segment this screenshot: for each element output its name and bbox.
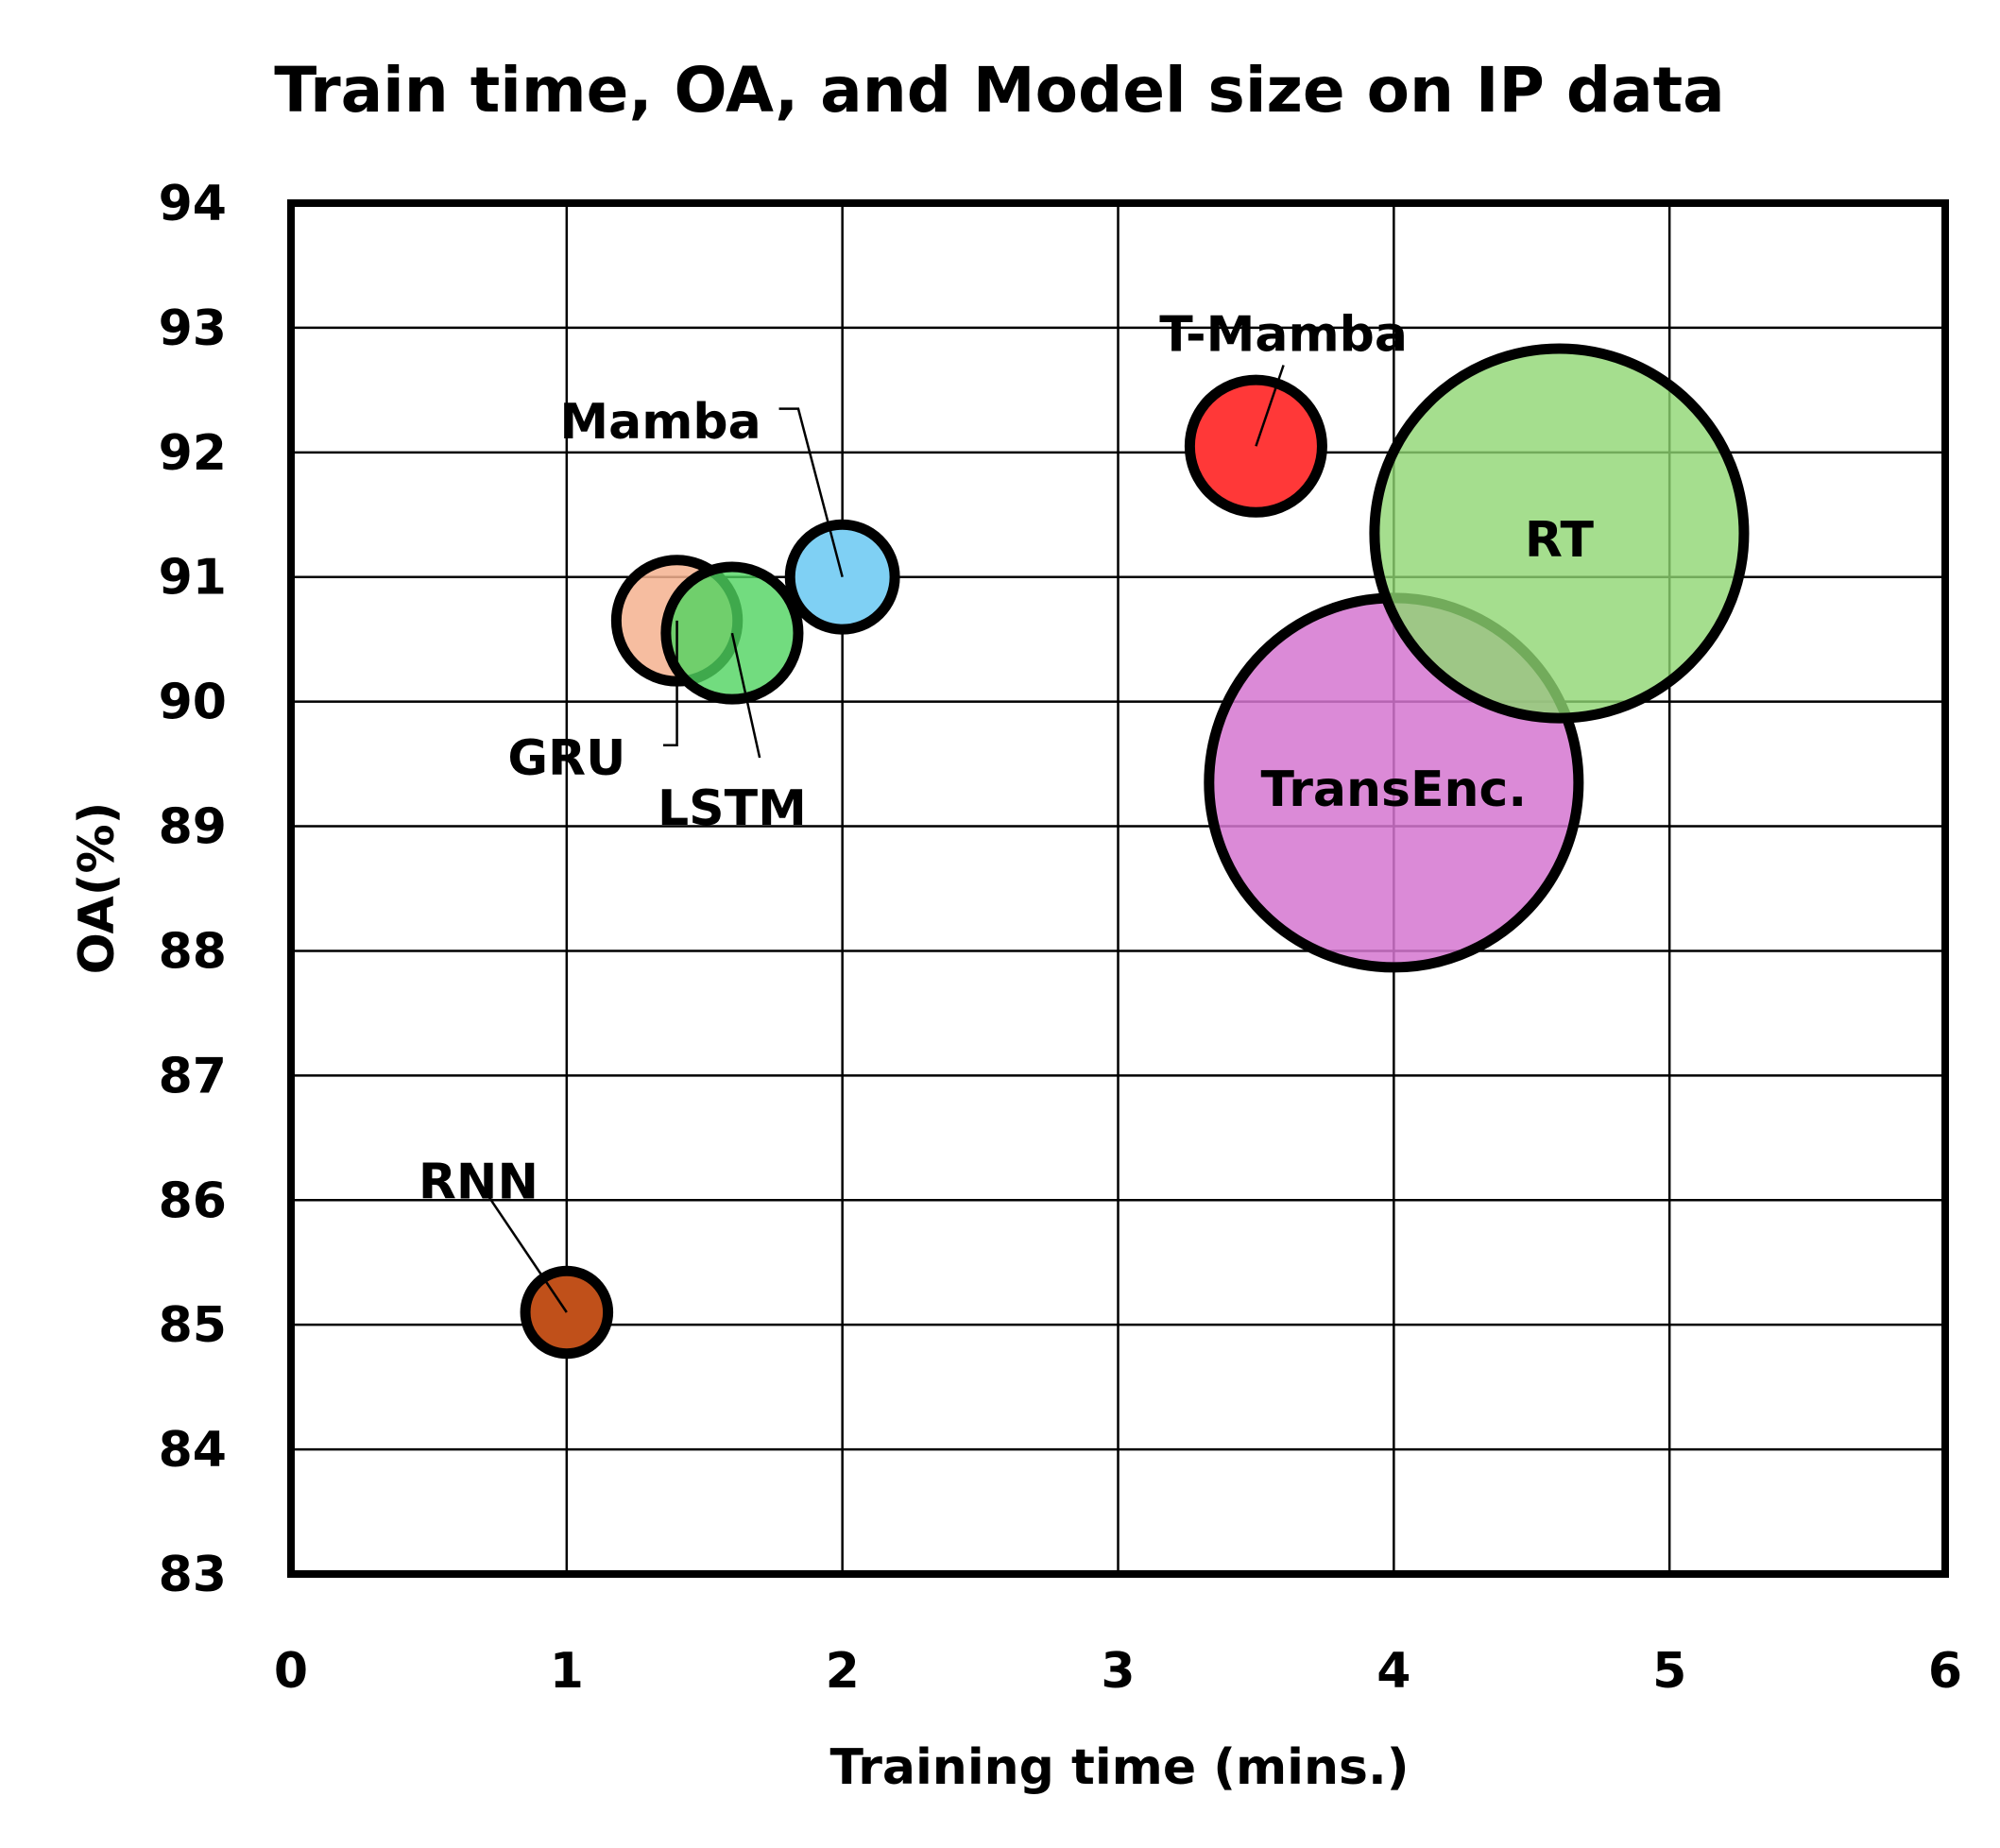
x-tick-label: 4 [1376,1643,1410,1700]
label-mamba: Mamba [559,394,761,451]
leader-gru [662,620,678,747]
leader-rnn [477,1180,568,1313]
bubble-mamba [784,519,900,635]
x-tick-label: 6 [1928,1643,1962,1700]
y-tick-label: 93 [159,300,227,357]
label-lstm: LSTM [658,780,807,837]
y-tick-label: 88 [159,923,227,980]
y-tick-label: 85 [159,1297,227,1354]
y-tick-labels: 83 84 85 86 87 88 89 90 91 92 93 94 [159,176,227,1603]
label-transenc: TransEnc. [1261,761,1528,818]
y-tick-label: 90 [159,675,227,731]
x-tick-label: 2 [826,1643,860,1700]
chart-title: Train time, OA, and Model size on IP dat… [274,54,1724,127]
label-leaders [477,365,1285,1313]
x-tick-label: 5 [1652,1643,1686,1700]
bubble-rt [1369,343,1750,724]
x-tick-label: 3 [1101,1643,1135,1700]
y-tick-label: 94 [159,176,227,232]
leader-t-mamba [1255,365,1285,447]
bubble-series [520,343,1750,1360]
label-t-mamba: T-Mamba [1159,307,1408,364]
y-tick-label: 83 [159,1547,227,1603]
y-tick-label: 89 [159,799,227,856]
x-axis-label: Training time (mins.) [829,1739,1409,1796]
bubble-t-mamba [1184,374,1327,518]
y-axis-label: OA(%) [69,802,126,975]
y-tick-label: 84 [159,1422,227,1479]
x-tick-labels: 0 1 2 3 4 5 6 [274,1643,1962,1700]
label-gru: GRU [507,730,625,787]
leader-lstm [730,632,761,759]
label-rt: RT [1525,512,1595,569]
y-tick-label: 87 [159,1048,227,1104]
x-tick-label: 1 [550,1643,584,1700]
y-tick-label: 92 [159,425,227,482]
y-tick-label: 91 [159,550,227,607]
label-rnn: RNN [419,1154,538,1210]
x-tick-label: 0 [274,1643,308,1700]
leader-mamba [778,407,844,578]
plot-frame [287,199,1949,1578]
y-tick-label: 86 [159,1172,227,1229]
bubble-labels: RNN GRU LSTM Mamba T-Mamba TransEnc. RT [419,307,1595,1211]
